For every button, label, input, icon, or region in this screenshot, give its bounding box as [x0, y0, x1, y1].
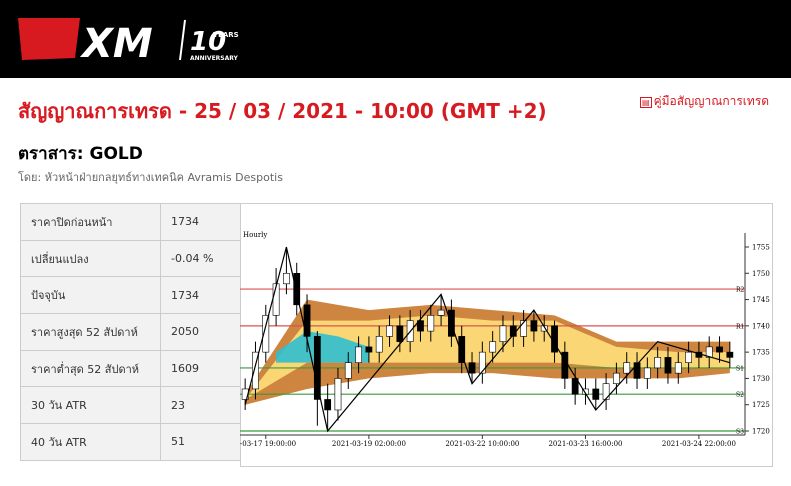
level-label: S1 [736, 365, 744, 372]
table-row: เปลี่ยนแปลง -0.04 % [20, 239, 241, 278]
x-tick-label: 2021-03-23 16:00:00 [548, 440, 622, 448]
candle-body [613, 372, 620, 384]
row-value: -0.04 % [160, 239, 241, 278]
candle-body [324, 399, 332, 411]
candle-body [520, 320, 527, 337]
stats-table: ราคาปิดก่อนหน้า 1734 เปลี่ยนแปลง -0.04 % ปัจ… [20, 203, 241, 461]
cloud-band [245, 315, 730, 400]
candle-body [726, 351, 734, 358]
candle-body [437, 309, 445, 316]
row-label: 40 วัน ATR [20, 423, 161, 461]
row-value: 23 [160, 386, 241, 425]
y-tick-label: 1745 [752, 296, 770, 304]
table-row: ราคาปิดก่อนหน้า 1734 [20, 203, 241, 241]
y-tick-label: 1720 [752, 428, 770, 436]
x-tick-label: 2021-03-24 22:00:00 [662, 440, 736, 448]
candle-body [252, 351, 259, 390]
years-word: YEARS [212, 31, 239, 39]
y-tick-label: 1750 [752, 270, 770, 278]
candle-body [499, 325, 507, 342]
candle-body [365, 346, 373, 353]
row-label: ราคาปิดก่อนหน้า [20, 203, 161, 241]
candle-body [674, 362, 682, 374]
candle-body [664, 357, 672, 374]
candle-body [468, 362, 476, 374]
table-row: ราคาต่ำสุด 52 สัปดาห์ 1609 [20, 349, 241, 388]
level-label: S3 [736, 429, 744, 436]
y-tick-label: 1755 [752, 244, 770, 252]
pdf-icon: ▤ [640, 97, 652, 108]
table-row: ปัจจุบัน 1734 [20, 276, 241, 315]
table-row: 40 วัน ATR 51 [20, 423, 241, 461]
y-tick-label: 1730 [752, 375, 770, 383]
guide-link[interactable]: ▤ คู่มือสัญญาณการเทรด [640, 92, 769, 111]
anniversary: ANNIVERSARY [190, 55, 239, 62]
candle-body [386, 325, 393, 337]
candle-body [643, 367, 651, 379]
candle-body [313, 336, 321, 400]
row-value: 1609 [160, 349, 241, 388]
table-row: ราคาสูงสุด 52 สัปดาห์ 2050 [20, 313, 241, 351]
y-tick-label: 1735 [752, 349, 770, 357]
candle-body [633, 362, 641, 379]
candle-body [293, 272, 301, 306]
candle-body [458, 336, 466, 363]
divider [179, 19, 186, 61]
page-title: สัญญาณการเทรด - 25 / 03 / 2021 - 10:00 (… [18, 99, 547, 123]
x-tick-label: 2021-03-19 02:00:00 [332, 440, 406, 448]
row-label: ปัจจุบัน [20, 276, 161, 315]
candle-body [478, 351, 486, 374]
candle-body [344, 362, 352, 379]
candle-body [417, 320, 424, 332]
candle-body [262, 315, 270, 353]
candle-body [705, 346, 713, 358]
level-label: R1 [736, 323, 744, 330]
level-label: R2 [736, 287, 745, 294]
zigzag-line [244, 246, 731, 433]
candle-body [602, 383, 610, 400]
row-label: 30 วัน ATR [20, 386, 161, 425]
candle-body [283, 272, 290, 285]
y-tick-label: 1725 [752, 401, 770, 409]
candle-body [396, 325, 404, 342]
x-tick-label: 1-03-17 19:00:00 [240, 440, 296, 448]
candle-body [685, 351, 692, 363]
years-number: 10 [190, 27, 226, 57]
row-value: 1734 [160, 203, 241, 241]
candle-body [334, 378, 342, 411]
candle-body [592, 388, 600, 400]
brand: XM [79, 21, 153, 67]
row-label: ราคาสูงสุด 52 สัปดาห์ [20, 313, 161, 351]
logo-icon [18, 18, 80, 60]
candle-body [654, 357, 662, 369]
row-value: 1734 [160, 276, 241, 315]
candle-body [716, 346, 723, 353]
x-tick-label: 2021-03-22 10:00:00 [445, 440, 519, 448]
level-label: S2 [736, 392, 744, 399]
row-value: 2050 [160, 313, 241, 351]
instrument: ตราสาร: GOLD [18, 144, 143, 164]
candle-body [355, 346, 362, 363]
row-value: 51 [160, 423, 241, 461]
candle-body [571, 378, 579, 395]
guide-link-text[interactable]: คู่มือสัญญาณการเทรด [653, 94, 770, 108]
candle-body [375, 336, 383, 353]
row-label: ราคาต่ำสุด 52 สัปดาห์ [20, 349, 161, 388]
candle-body [530, 320, 538, 332]
row-label: เปลี่ยนแปลง [20, 239, 161, 278]
logo: XM 10 YEARS ANNIVERSARY [18, 18, 239, 67]
candle-body [623, 362, 631, 374]
chart-label: Hourly [243, 231, 267, 239]
candle-body [427, 315, 435, 332]
header: XM 10 YEARS ANNIVERSARY [0, 0, 791, 78]
cloud-band [276, 331, 369, 363]
chart: Hourly 1720 1725 1730 1735 1740 1745 1750 1755 R… [240, 203, 773, 467]
candle-body [489, 341, 497, 353]
table-row: 30 วัน ATR 23 [20, 386, 241, 425]
y-tick-label: 1740 [752, 322, 770, 330]
author: โดย: หัวหน้าฝ่ายกลยุทธ์ทางเทคนิค Avramis… [18, 171, 283, 184]
